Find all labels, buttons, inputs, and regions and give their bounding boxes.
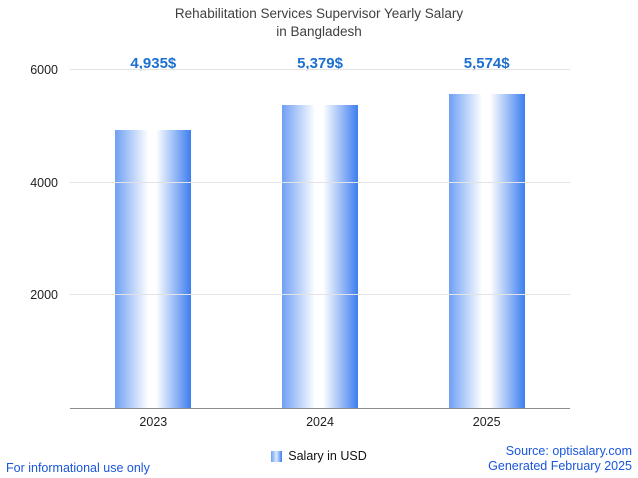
bar-value-labels: 4,935$ 5,379$ 5,574$ [70, 55, 570, 72]
bar-value-label: 4,935$ [130, 55, 177, 72]
y-tick-label: 4000 [30, 175, 58, 190]
bar-value-label: 5,574$ [463, 55, 510, 72]
chart-title-line2: in Bangladesh [276, 23, 362, 39]
footer-disclaimer: For informational use only [6, 461, 150, 475]
bar-value-label: 5,379$ [297, 55, 343, 72]
generated-date: Generated February 2025 [488, 459, 632, 474]
plot-area [70, 69, 570, 409]
bar-column [403, 70, 570, 408]
x-tick-label: 2025 [472, 415, 501, 429]
x-tick-label: 2023 [139, 415, 168, 429]
gridline [70, 294, 570, 296]
bar-2024 [282, 104, 358, 408]
x-axis: 2023 2024 2025 [70, 415, 570, 429]
y-axis: 2000 4000 6000 [0, 63, 62, 408]
bar-column [237, 70, 404, 408]
y-tick-label: 2000 [30, 288, 58, 303]
bar-2023 [115, 130, 192, 408]
gridline [70, 69, 570, 70]
bars-container [70, 70, 570, 408]
y-tick-label: 6000 [30, 63, 58, 77]
bar-column [70, 70, 237, 408]
chart-title: Rehabilitation Services Supervisor Yearl… [0, 5, 638, 40]
bar-2025 [448, 94, 525, 408]
source-link[interactable]: Source: optisalary.com [505, 443, 632, 458]
legend-marker-icon [271, 450, 283, 462]
legend-label: Salary in USD [288, 449, 367, 463]
footer-attribution: Source: optisalary.com Generated Februar… [488, 444, 632, 475]
chart-title-line1: Rehabilitation Services Supervisor Yearl… [174, 6, 464, 21]
legend: Salary in USD [0, 449, 638, 463]
gridline [70, 181, 570, 183]
x-tick-label: 2024 [306, 415, 334, 429]
